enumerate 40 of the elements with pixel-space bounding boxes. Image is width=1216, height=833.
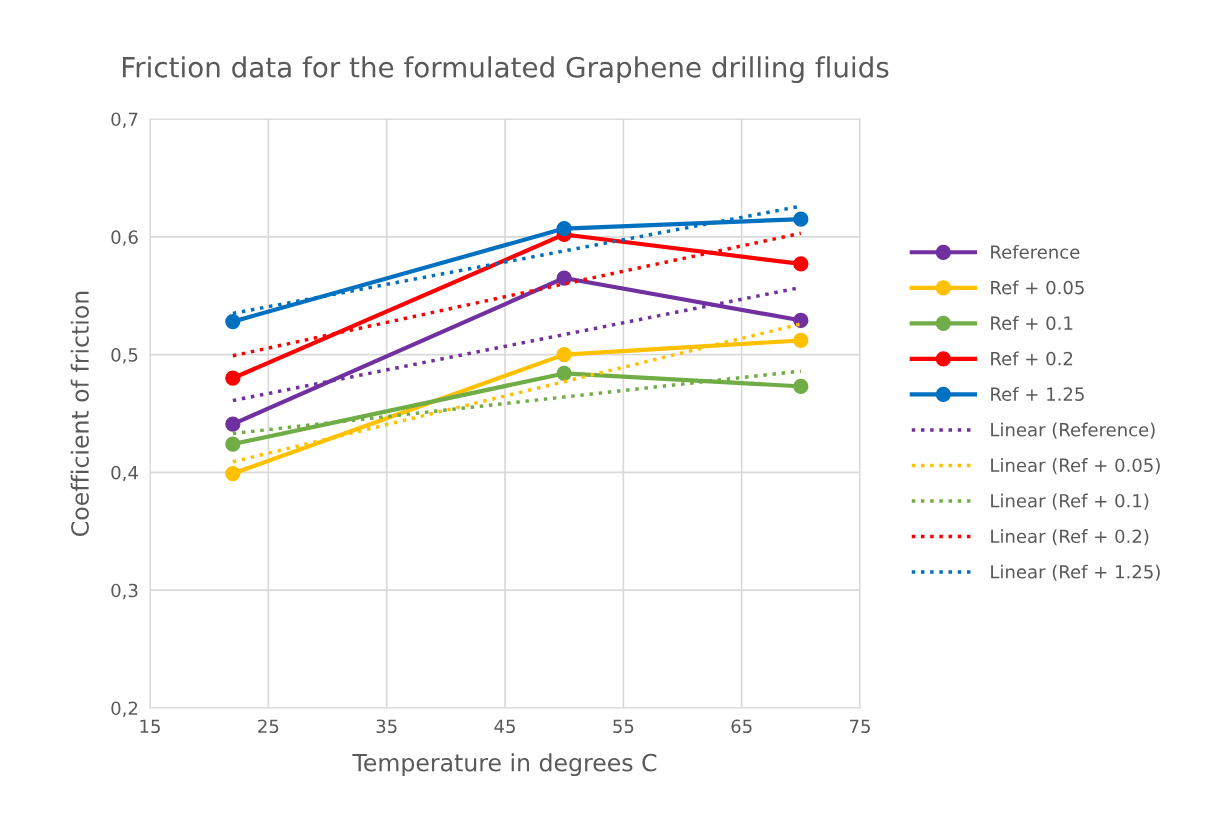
point	[556, 346, 572, 363]
y-tick-label: 0,5	[111, 348, 138, 364]
y-tick-label: 0,3	[111, 583, 138, 600]
legend-label: Ref + 1.25	[991, 387, 1084, 401]
point	[793, 211, 809, 227]
point	[793, 332, 809, 349]
point	[793, 378, 809, 395]
point	[793, 256, 809, 272]
y-axis-title: Coefficient of friction	[70, 291, 89, 536]
legend-label: Linear (Ref + 1.25)	[991, 564, 1160, 581]
x-tick-label: 15	[140, 719, 160, 734]
x-tick-label: 55	[613, 719, 634, 734]
point	[225, 313, 241, 330]
point	[793, 312, 809, 329]
point	[225, 436, 241, 452]
point	[556, 270, 572, 286]
x-axis-title: Temperature in degrees C	[352, 753, 657, 777]
legend-label: Linear (Reference)	[991, 422, 1155, 439]
legend-label: Reference	[991, 244, 1080, 259]
y-tick-label: 0,6	[111, 230, 138, 246]
x-tick-label: 75	[849, 719, 870, 734]
point	[556, 220, 572, 237]
legend-label: Linear (Ref + 0.1)	[991, 493, 1149, 510]
legend-label: Ref + 0.05	[991, 280, 1084, 295]
legend-label: Linear (Ref + 0.05)	[991, 458, 1160, 475]
x-tick-label: 35	[376, 719, 397, 734]
legend-label: Linear (Ref + 0.2)	[991, 529, 1149, 546]
x-tick-label: 45	[494, 719, 515, 734]
y-tick-label: 0,7	[111, 112, 138, 128]
point	[225, 416, 241, 432]
y-tick-label: 0,4	[111, 465, 138, 482]
legend-label: Ref + 0.2	[991, 351, 1073, 366]
legend-label: Ref + 0.1	[991, 315, 1073, 330]
x-tick-label: 25	[258, 719, 279, 734]
point	[225, 465, 241, 482]
point	[225, 370, 241, 386]
x-tick-label: 65	[731, 719, 752, 734]
y-tick-label: 0,2	[111, 701, 138, 717]
chart-title: Friction data for the formulated Graphene drilling fluids	[122, 56, 889, 84]
point	[556, 365, 572, 382]
